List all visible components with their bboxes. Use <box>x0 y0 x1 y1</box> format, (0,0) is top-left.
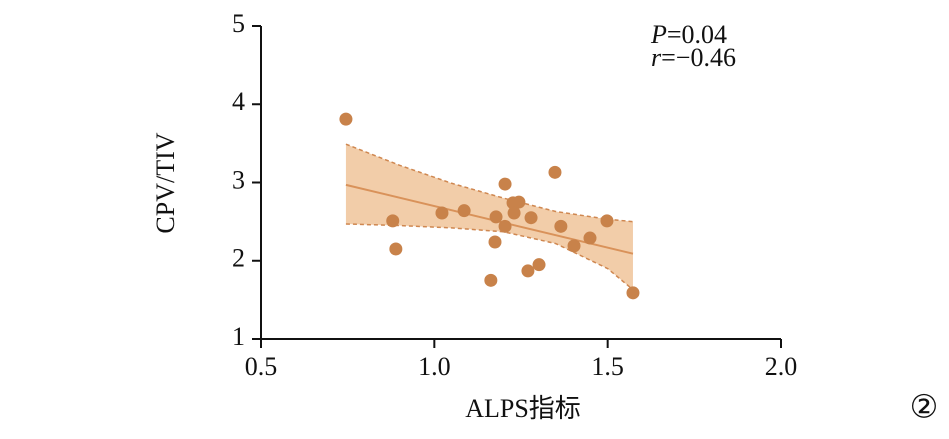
point <box>339 112 353 126</box>
point <box>389 242 403 256</box>
confidence-band <box>345 144 633 290</box>
point <box>521 264 535 278</box>
point <box>489 210 503 224</box>
annotation-text: =−0.46 <box>661 43 736 72</box>
point <box>386 214 400 228</box>
annotation-text: =0.04 <box>667 20 727 49</box>
point <box>583 231 597 245</box>
point <box>524 211 538 225</box>
point <box>498 219 512 233</box>
x-tick-label: 1.5 <box>591 352 624 381</box>
point <box>626 286 640 300</box>
point <box>507 206 521 220</box>
point <box>484 273 498 287</box>
x-tick-label: 1.0 <box>418 352 451 381</box>
point <box>457 204 471 218</box>
annotation-var: P <box>650 20 667 49</box>
y-tick-label: 4 <box>232 87 245 116</box>
point <box>567 239 581 253</box>
y-tick-label: 5 <box>232 9 245 38</box>
point <box>435 206 449 220</box>
y-tick-label: 2 <box>232 244 245 273</box>
point <box>600 214 614 228</box>
x-axis-label: ALPS指标 <box>465 394 581 423</box>
point <box>512 195 526 209</box>
point <box>488 235 502 249</box>
x-tick-label: 2.0 <box>765 352 798 381</box>
point <box>548 165 562 179</box>
point <box>554 219 568 233</box>
y-tick-label: 3 <box>232 165 245 194</box>
annotation-var: r <box>651 43 662 72</box>
x-tick-label: 0.5 <box>245 352 278 381</box>
y-axis-label: CPV/TIV <box>151 132 180 233</box>
annotation: r=−0.46 <box>651 43 736 72</box>
point <box>532 258 546 272</box>
annotation: P=0.04 <box>650 20 727 49</box>
panel-label: ② <box>910 388 939 424</box>
point <box>498 177 512 191</box>
y-tick-label: 1 <box>232 322 245 351</box>
